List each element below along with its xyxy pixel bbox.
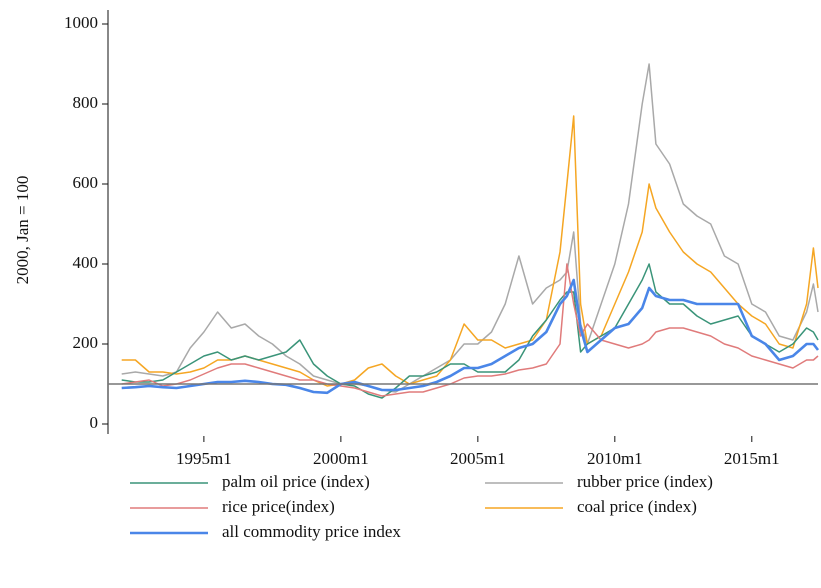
x-tick-label: 2010m1 [587, 449, 643, 468]
y-axis-label: 2000, Jan = 100 [13, 176, 32, 285]
x-tick-label: 2005m1 [450, 449, 506, 468]
series-line [121, 278, 820, 395]
legend-label: palm oil price (index) [222, 472, 370, 491]
legend-label: rice price(index) [222, 497, 335, 516]
y-tick-label: 800 [73, 93, 99, 112]
series-line [121, 63, 819, 393]
y-tick-label: 400 [73, 253, 99, 272]
y-tick-label: 0 [90, 413, 99, 432]
y-tick-label: 1000 [64, 13, 98, 32]
x-tick-label: 1995m1 [176, 449, 232, 468]
series-line [121, 263, 819, 399]
y-tick-label: 200 [73, 333, 99, 352]
series-line [121, 263, 819, 397]
x-tick-label: 2000m1 [313, 449, 369, 468]
series-line [121, 115, 819, 387]
y-tick-label: 600 [73, 173, 99, 192]
legend-label: all commodity price index [222, 522, 401, 541]
legend-label: coal price (index) [577, 497, 697, 516]
legend-label: rubber price (index) [577, 472, 713, 491]
x-tick-label: 2015m1 [724, 449, 780, 468]
